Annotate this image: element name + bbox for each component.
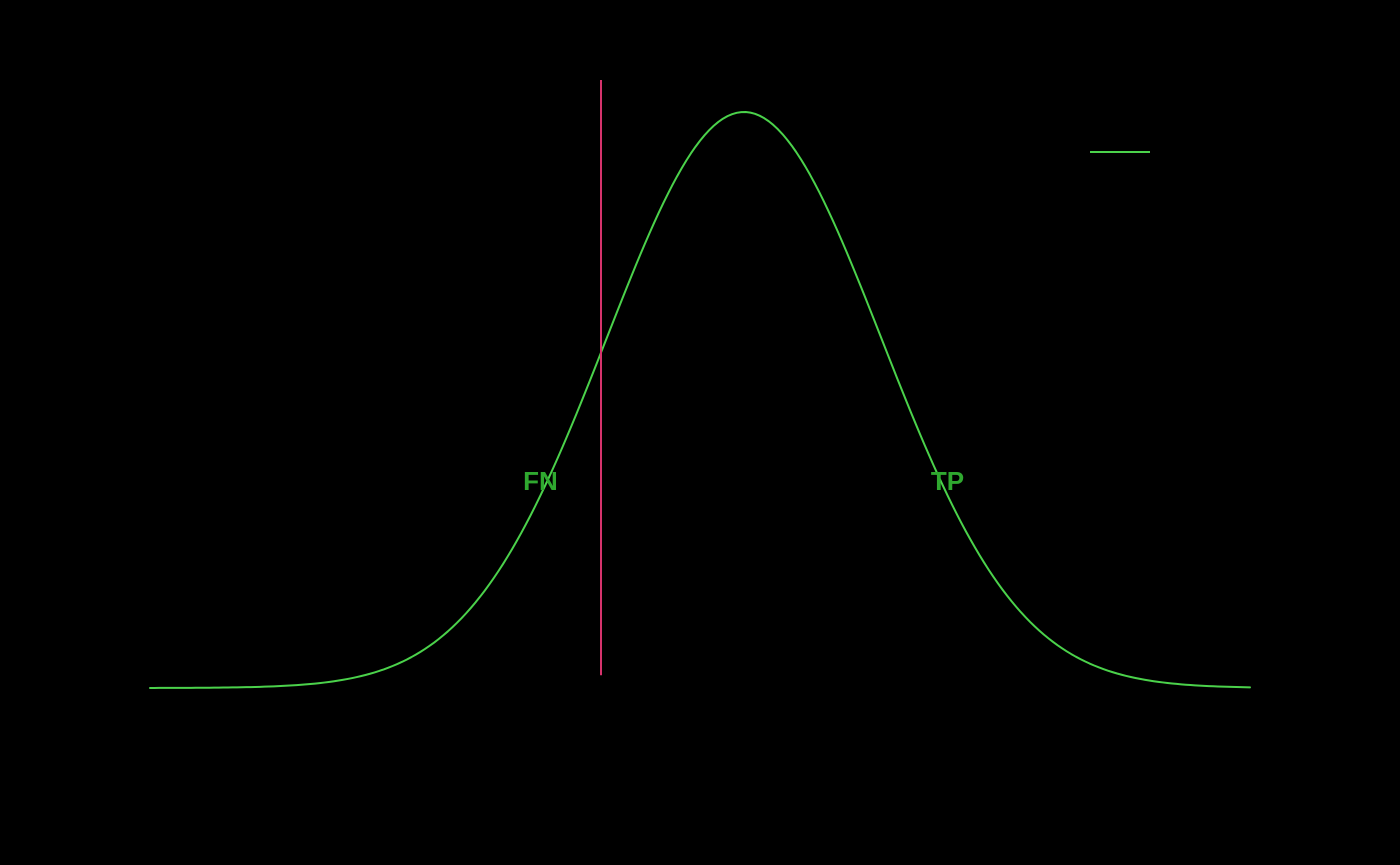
chart-svg: FN TP (0, 0, 1400, 865)
label-fn: FN (523, 466, 558, 496)
chart-container: FN TP (0, 0, 1400, 865)
chart-background (0, 0, 1400, 865)
label-tp: TP (931, 466, 964, 496)
